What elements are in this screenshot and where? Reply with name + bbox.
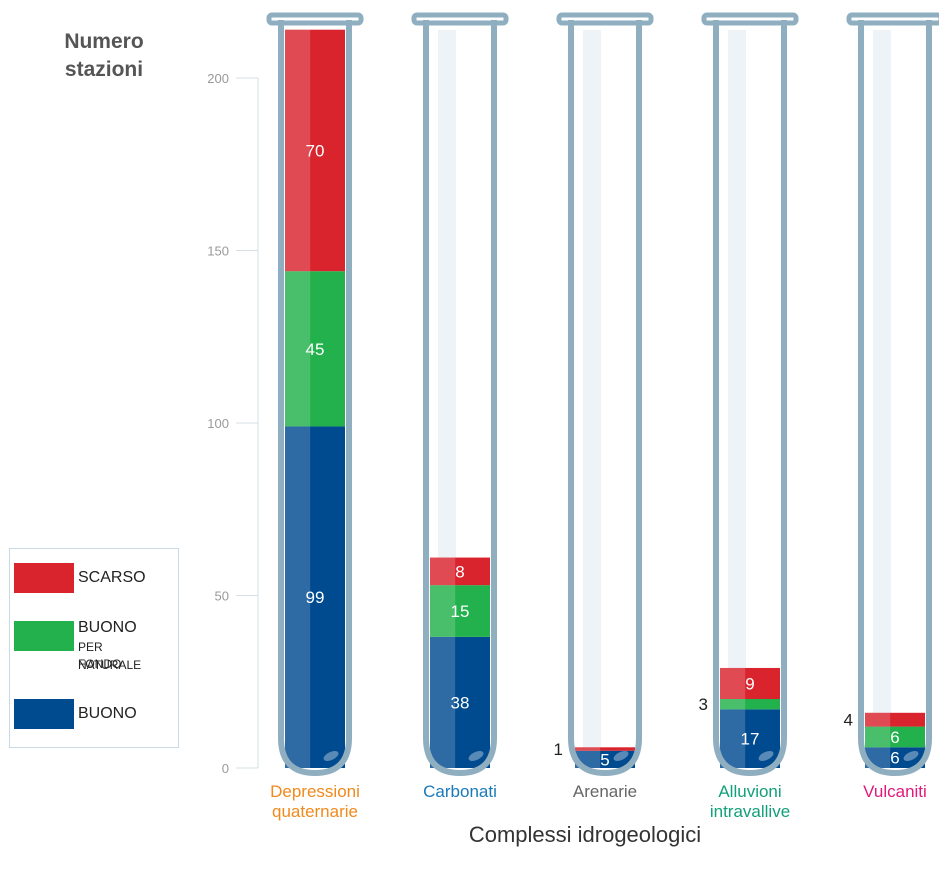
tube-glass-shine-2: [583, 30, 601, 750]
tube-rim-1: [411, 12, 509, 26]
data-label-outside-3-1: 3: [699, 695, 708, 714]
data-label-1-0: 38: [451, 693, 470, 712]
tube-rim-2: [556, 12, 654, 26]
legend-swatch-scarso: [14, 563, 74, 593]
bar-1-1: [430, 585, 490, 637]
data-label-0-0: 99: [306, 588, 325, 607]
legend-swatch-buono-fondo: [14, 621, 74, 651]
tube-outline-2: [568, 20, 642, 776]
bar-2-2: [575, 747, 635, 751]
y-tick-label-4: 200: [207, 71, 229, 86]
bar-4-2: [865, 712, 925, 727]
bar-3-0: [720, 709, 780, 768]
bar-highlight-0-0: [285, 426, 311, 768]
data-label-0-1: 45: [306, 340, 325, 359]
data-label-outside-2-2: 1: [554, 740, 563, 759]
legend-sublabel-2: NATURALE: [78, 658, 142, 672]
bar-1-0: [430, 636, 490, 768]
data-label-3-0: 17: [741, 730, 760, 749]
legend-sublabel-1: PER FONDO: [78, 640, 122, 671]
bar-0-1: [285, 271, 345, 427]
bar-3-1: [720, 699, 780, 710]
legend-label-buono-fondo: BUONO: [78, 619, 137, 636]
bar-0-2: [285, 29, 345, 272]
tube-bubble-4: [903, 751, 919, 761]
bar-highlight-3-0: [720, 709, 746, 768]
tube-bubble-3: [758, 751, 774, 761]
y-axis-title-line2: stazioni: [64, 58, 144, 81]
bar-4-0: [865, 747, 925, 768]
bar-highlight-0-2: [285, 29, 311, 272]
data-label-1-1: 15: [451, 602, 470, 621]
data-label-outside-4-2: 4: [844, 711, 853, 730]
y-axis-title-line1: Numero: [64, 30, 144, 53]
x-tick-label-4: Vulcaniti: [863, 782, 927, 801]
bar-highlight-4-1: [865, 726, 891, 748]
bar-highlight-3-1: [720, 699, 746, 710]
x-tick-label-0: Depressioni quaternarie: [270, 782, 360, 821]
bar-1-2: [430, 557, 490, 586]
data-label-4-0: 6: [890, 749, 899, 768]
bar-highlight-3-2: [720, 667, 746, 699]
y-tick-label-1: 50: [215, 589, 229, 604]
x-tick-label-3: Alluvioni intravallive: [710, 782, 790, 821]
legend-label-scarso: SCARSO: [78, 569, 146, 586]
x-tick-label-1: Carbonati: [423, 782, 497, 801]
x-axis-title: Complessi idrogeologici: [468, 822, 702, 847]
bar-highlight-1-1: [430, 585, 456, 637]
tube-bubble-1: [468, 751, 484, 761]
bar-highlight-1-0: [430, 636, 456, 768]
bar-0-0: [285, 426, 345, 768]
tube-rim-4: [846, 12, 939, 26]
data-label-4-1: 6: [890, 728, 899, 747]
bar-4-1: [865, 726, 925, 748]
data-label-0-2: 70: [306, 141, 325, 160]
legend-swatch-buono: [14, 699, 74, 729]
tube-outline-3: [713, 20, 787, 776]
bar-highlight-1-2: [430, 557, 456, 586]
y-tick-label-3: 150: [207, 244, 229, 259]
y-tick-label-2: 100: [207, 416, 229, 431]
bar-3-2: [720, 667, 780, 699]
y-tick-label-0: 0: [222, 761, 229, 776]
bar-highlight-2-2: [575, 747, 601, 751]
x-tick-label-2: Arenarie: [573, 782, 637, 801]
tube-glass-shine-3: [728, 30, 746, 750]
data-label-1-2: 8: [455, 562, 464, 581]
legend: SCARSO BUONO PER FONDO NATURALE BUONO: [9, 548, 179, 748]
tube-rim-3: [701, 12, 799, 26]
bar-highlight-0-1: [285, 271, 311, 427]
bar-2-0: [575, 750, 635, 768]
data-label-3-2: 9: [745, 674, 754, 693]
tube-bubble-0: [323, 751, 339, 761]
tube-outline-1: [423, 20, 497, 776]
tube-outline-0: [278, 20, 352, 776]
data-label-2-0: 5: [600, 750, 609, 769]
y-axis-title: Numero stazioni: [44, 28, 164, 84]
legend-label-buono: BUONO: [78, 705, 137, 722]
tube-outline-4: [858, 20, 932, 776]
tube-rim-0: [266, 12, 364, 26]
bar-highlight-4-2: [865, 712, 891, 727]
tube-bubble-2: [613, 751, 629, 761]
tube-glass-shine-4: [873, 30, 891, 750]
